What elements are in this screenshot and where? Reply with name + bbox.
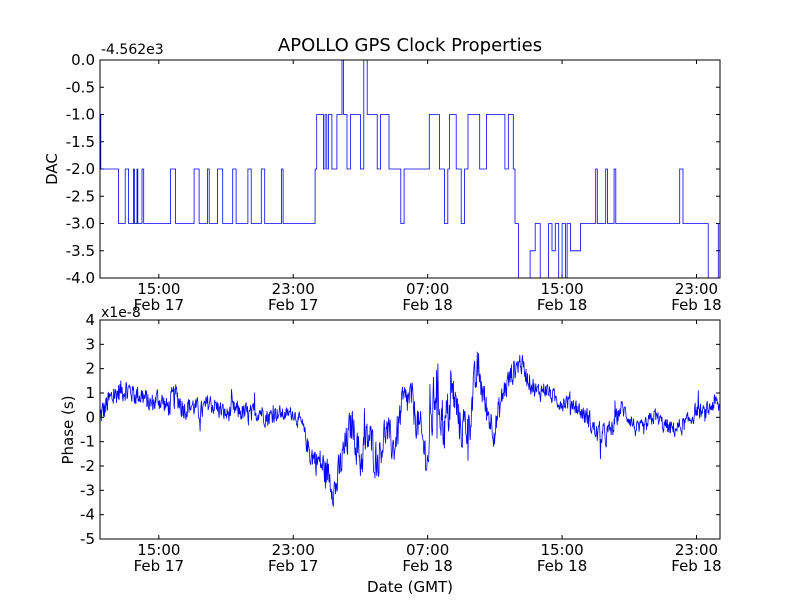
x-tick-date-label: Feb 17 [134, 557, 184, 575]
x-tick-time-label: 15:00 [540, 280, 583, 298]
dac-series-line [100, 59, 720, 279]
x-tick-date-label: Feb 17 [268, 557, 318, 575]
phase-offset-label: x1e-8 [101, 305, 141, 321]
x-tick-time-label: 15:00 [137, 541, 180, 559]
y-tick-label: 0 [85, 408, 95, 426]
x-tick-time-label: 23:00 [272, 541, 315, 559]
y-tick-label: -3.0 [66, 215, 95, 233]
y-tick-label: 4 [85, 311, 95, 329]
x-tick-date-label: Feb 18 [537, 557, 587, 575]
x-tick-time-label: 15:00 [137, 280, 180, 298]
y-tick-label: -5 [80, 530, 95, 548]
x-tick-time-label: 23:00 [675, 541, 718, 559]
x-tick-time-label: 07:00 [406, 280, 449, 298]
x-tick-date-label: Feb 18 [402, 557, 452, 575]
phase-frame [99, 319, 721, 540]
y-tick-label: -1 [80, 433, 95, 451]
y-tick-label: -1.0 [66, 106, 95, 124]
x-tick-date-label: Feb 18 [671, 557, 721, 575]
dac-y-axis-label: DAC [43, 153, 61, 185]
y-tick-label: -0.5 [66, 78, 95, 96]
x-tick-date-label: Feb 17 [268, 296, 318, 314]
x-tick-time-label: 07:00 [406, 541, 449, 559]
x-tick-time-label: 15:00 [540, 541, 583, 559]
x-tick-date-label: Feb 17 [134, 296, 184, 314]
y-tick-label: 0.0 [71, 51, 95, 69]
y-tick-label: -3.5 [66, 242, 95, 260]
dac-offset-label: -4.562e3 [101, 42, 164, 58]
phase-plot-area [100, 320, 720, 539]
y-tick-label: 3 [85, 335, 95, 353]
y-tick-label: -2.5 [66, 187, 95, 205]
y-tick-label: 2 [85, 360, 95, 378]
x-tick-date-label: Feb 18 [537, 296, 587, 314]
y-tick-label: -4 [80, 506, 95, 524]
x-tick-time-label: 23:00 [675, 280, 718, 298]
x-tick-date-label: Feb 18 [671, 296, 721, 314]
x-axis-label: Date (GMT) [367, 578, 453, 596]
phase-y-axis-label: Phase (s) [59, 395, 77, 464]
y-tick-label: -3 [80, 481, 95, 499]
phase-series-line [99, 351, 721, 507]
y-tick-label: -2.0 [66, 160, 95, 178]
dac-frame [99, 59, 721, 279]
y-tick-label: -1.5 [66, 133, 95, 151]
y-tick-label: -4.0 [66, 269, 95, 287]
x-tick-date-label: Feb 18 [402, 296, 452, 314]
y-tick-label: 1 [85, 384, 95, 402]
dac-panel: 0.0 -0.5 -1.0 -1.5 -2.0 -2.5 -3.0 -3.5 -4.0 15:00… [43, 42, 722, 314]
dac-ticks: 0.0 -0.5 -1.0 -1.5 -2.0 -2.5 -3.0 -3.5 -4.0 15:00… [66, 51, 722, 314]
chart-title: APOLLO GPS Clock Properties [278, 35, 542, 56]
y-tick-label: -2 [80, 457, 95, 475]
x-tick-time-label: 23:00 [272, 280, 315, 298]
